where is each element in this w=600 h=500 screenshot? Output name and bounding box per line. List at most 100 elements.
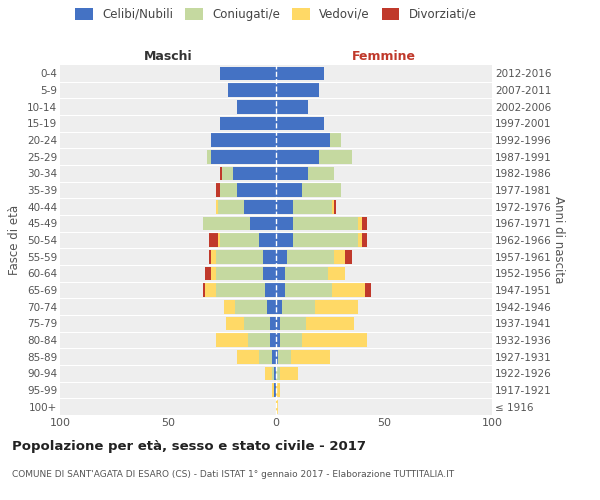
Bar <box>211 266 215 280</box>
Bar <box>276 400 278 413</box>
Bar <box>215 250 263 264</box>
Bar <box>220 166 222 180</box>
Bar <box>272 383 274 397</box>
Bar <box>268 300 276 314</box>
Bar <box>269 316 276 330</box>
Bar <box>237 100 276 114</box>
Bar <box>215 200 218 213</box>
Bar <box>276 383 280 397</box>
Bar <box>220 66 276 80</box>
Bar <box>235 300 268 314</box>
Bar <box>272 350 276 364</box>
Bar <box>315 300 358 314</box>
Bar <box>220 233 259 247</box>
Bar <box>263 250 276 264</box>
Bar <box>244 200 276 213</box>
Bar <box>283 300 315 314</box>
Bar <box>211 133 276 147</box>
Bar <box>269 333 276 347</box>
Bar <box>276 150 319 164</box>
Bar <box>276 300 283 314</box>
Text: Maschi: Maschi <box>143 50 193 62</box>
Bar <box>287 250 334 264</box>
Bar <box>276 250 287 264</box>
Bar <box>319 150 352 164</box>
Bar <box>328 266 345 280</box>
Bar <box>276 333 280 347</box>
Bar <box>220 116 276 130</box>
Bar <box>302 333 367 347</box>
Bar <box>362 216 367 230</box>
Bar <box>274 366 276 380</box>
Bar <box>209 233 218 247</box>
Bar <box>280 366 298 380</box>
Bar <box>229 83 276 97</box>
Legend: Celibi/Nubili, Coniugati/e, Vedovi/e, Divorziati/e: Celibi/Nubili, Coniugati/e, Vedovi/e, Di… <box>75 8 477 21</box>
Text: Popolazione per età, sesso e stato civile - 2017: Popolazione per età, sesso e stato civil… <box>12 440 366 453</box>
Bar <box>330 133 341 147</box>
Bar <box>211 250 215 264</box>
Y-axis label: Anni di nascita: Anni di nascita <box>553 196 565 284</box>
Bar <box>276 266 284 280</box>
Bar <box>306 316 354 330</box>
Bar <box>265 366 272 380</box>
Bar <box>276 200 293 213</box>
Bar <box>203 283 205 297</box>
Bar <box>280 316 306 330</box>
Bar <box>215 183 220 197</box>
Bar <box>205 283 215 297</box>
Bar <box>276 83 319 97</box>
Bar <box>276 183 302 197</box>
Bar <box>237 183 276 197</box>
Bar <box>250 216 276 230</box>
Bar <box>207 150 211 164</box>
Bar <box>291 350 330 364</box>
Bar <box>358 233 362 247</box>
Bar <box>278 350 291 364</box>
Bar <box>302 183 341 197</box>
Bar <box>222 166 233 180</box>
Bar <box>274 383 276 397</box>
Bar <box>334 200 337 213</box>
Bar <box>218 233 220 247</box>
Bar <box>276 133 330 147</box>
Bar <box>220 183 237 197</box>
Bar <box>276 283 284 297</box>
Bar <box>358 216 362 230</box>
Bar <box>276 350 278 364</box>
Bar <box>272 366 274 380</box>
Bar <box>237 350 259 364</box>
Bar <box>334 250 345 264</box>
Bar <box>276 216 293 230</box>
Bar <box>215 333 248 347</box>
Bar <box>226 316 244 330</box>
Bar <box>265 283 276 297</box>
Bar <box>203 216 250 230</box>
Bar <box>248 333 269 347</box>
Bar <box>276 66 323 80</box>
Bar <box>215 283 265 297</box>
Bar <box>233 166 276 180</box>
Bar <box>276 166 308 180</box>
Bar <box>215 266 263 280</box>
Bar <box>259 233 276 247</box>
Bar <box>276 316 280 330</box>
Bar <box>293 200 332 213</box>
Bar <box>276 100 308 114</box>
Bar <box>293 216 358 230</box>
Bar <box>218 200 244 213</box>
Bar <box>280 333 302 347</box>
Bar <box>263 266 276 280</box>
Bar <box>244 316 269 330</box>
Bar <box>276 366 280 380</box>
Y-axis label: Fasce di età: Fasce di età <box>8 205 22 275</box>
Bar <box>308 166 334 180</box>
Bar <box>345 250 352 264</box>
Bar <box>332 283 365 297</box>
Bar <box>284 266 328 280</box>
Text: Femmine: Femmine <box>352 50 416 62</box>
Bar <box>205 266 211 280</box>
Bar <box>362 233 367 247</box>
Bar <box>293 233 358 247</box>
Bar <box>259 350 272 364</box>
